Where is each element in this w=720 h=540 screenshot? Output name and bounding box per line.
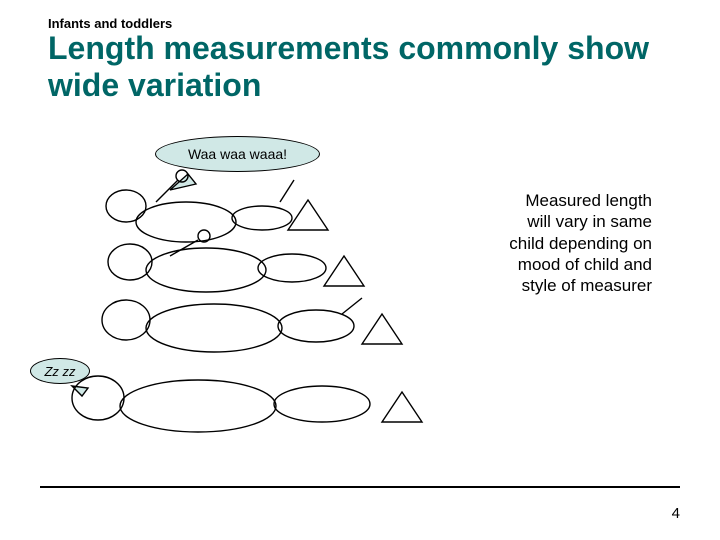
page-title: Length measurements commonly show wide v…: [48, 30, 688, 104]
speech-bubble-crying: Waa waa waaa!: [155, 136, 320, 172]
bubble-sleeping-text: Zz zz: [44, 364, 75, 379]
side-annotation: Measured length will vary in same child …: [502, 190, 652, 296]
eyebrow-text: Infants and toddlers: [48, 16, 172, 31]
speech-bubble-sleeping: Zz zz: [30, 358, 90, 384]
figures-svg: [30, 130, 510, 460]
page-number: 4: [672, 505, 680, 522]
footer-divider: [40, 486, 680, 488]
length-diagram: Waa waa waaa! Zz zz: [30, 130, 510, 460]
bubble-crying-text: Waa waa waaa!: [188, 146, 287, 162]
